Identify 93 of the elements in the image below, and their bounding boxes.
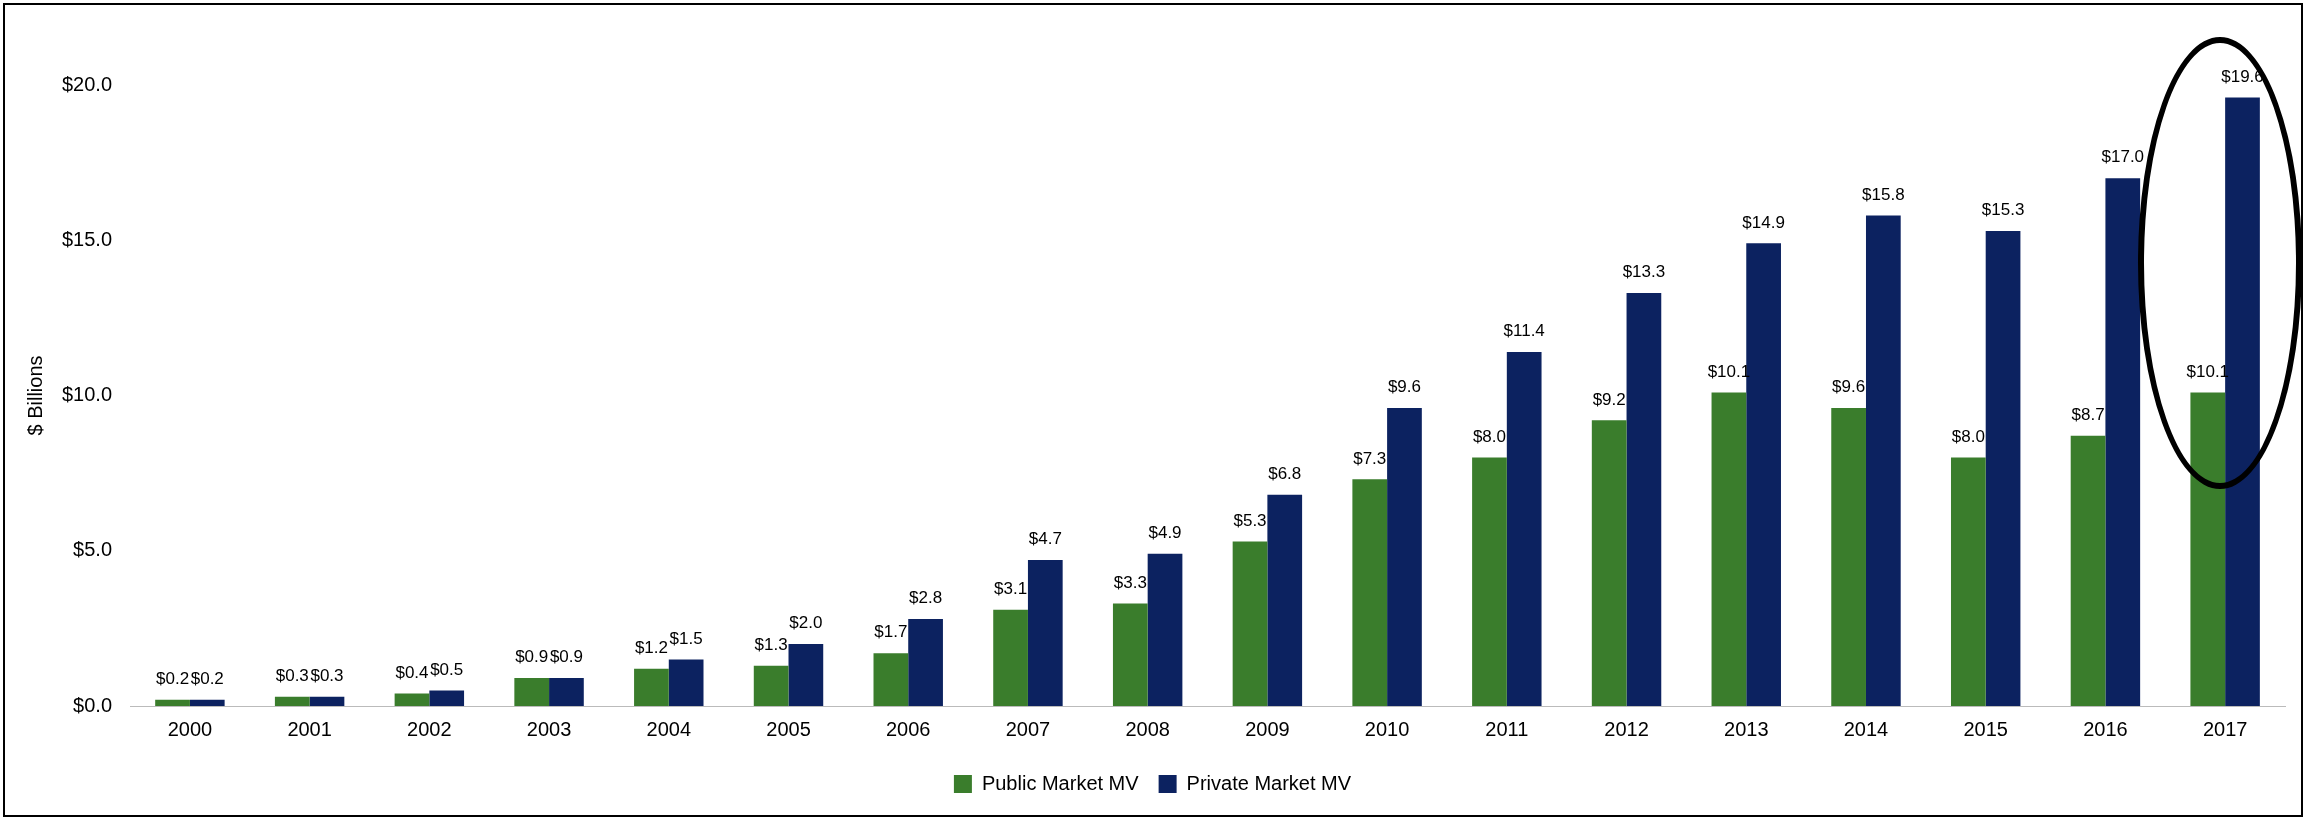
bar <box>549 678 584 706</box>
data-label: $15.8 <box>1862 184 1905 204</box>
data-label: $6.8 <box>1268 464 1302 484</box>
x-tick-label: 2002 <box>407 717 452 740</box>
x-tick-label: 2012 <box>1604 717 1649 740</box>
legend-label: Private Market MV <box>1186 771 1352 794</box>
x-tick-label: 2011 <box>1485 717 1529 740</box>
x-tick-label: 2016 <box>2083 717 2128 740</box>
bar <box>309 696 345 706</box>
bar <box>1506 352 1542 706</box>
x-tick-label: 2014 <box>1843 717 1889 740</box>
bar <box>1831 407 1866 706</box>
legend-label: Public Market MV <box>981 771 1140 794</box>
bar <box>993 609 1028 706</box>
data-label: $2.8 <box>909 588 943 608</box>
y-tick-label: $0.0 <box>73 693 113 716</box>
data-label: $3.1 <box>994 578 1028 598</box>
x-tick-label: 2015 <box>1963 717 2008 740</box>
data-label: $0.2 <box>190 668 224 688</box>
bar <box>2070 435 2106 706</box>
bar <box>908 619 943 706</box>
x-tick-label: 2010 <box>1364 717 1410 740</box>
data-label: $0.4 <box>395 662 429 682</box>
data-label: $8.0 <box>1951 426 1985 446</box>
bar <box>1267 494 1303 706</box>
bar <box>514 678 550 706</box>
bar <box>1865 215 1901 706</box>
x-tick-label: 2017 <box>2202 717 2248 740</box>
bar <box>1112 603 1148 706</box>
data-label: $11.4 <box>1503 321 1545 341</box>
y-tick-label: $10.0 <box>61 383 113 406</box>
bar <box>1147 553 1183 706</box>
x-tick-label: 2006 <box>885 717 931 740</box>
data-label: $1.3 <box>754 634 788 654</box>
x-tick-label: 2005 <box>766 717 811 740</box>
bar <box>394 693 430 706</box>
x-tick-label: 2004 <box>646 717 692 740</box>
data-label: $1.2 <box>634 637 668 657</box>
data-label: $8.0 <box>1472 426 1507 446</box>
data-label: $1.7 <box>874 622 908 642</box>
bar <box>1027 560 1063 706</box>
bar <box>1985 230 2021 706</box>
x-tick-label: 2008 <box>1125 717 1170 740</box>
x-tick-label: 2000 <box>167 717 213 740</box>
data-label: $0.2 <box>156 668 190 688</box>
bar <box>634 668 669 706</box>
bar <box>155 699 190 706</box>
data-label: $0.9 <box>515 647 549 667</box>
x-tick-label: 2001 <box>287 717 332 740</box>
bar <box>429 690 465 706</box>
data-label: $0.9 <box>549 647 583 667</box>
bar <box>189 699 225 706</box>
bar <box>753 665 789 706</box>
bar <box>1472 457 1507 706</box>
data-label: $0.3 <box>310 665 344 685</box>
data-label: $0.5 <box>430 659 464 679</box>
bar <box>1232 541 1268 706</box>
data-label: $7.3 <box>1353 448 1387 468</box>
bar <box>1352 479 1388 706</box>
data-label: $8.7 <box>2071 405 2105 425</box>
data-label: $9.6 <box>1387 377 1422 397</box>
x-tick-label: 2007 <box>1005 717 1051 740</box>
bar <box>2190 392 2226 706</box>
data-label: $14.9 <box>1742 212 1785 232</box>
x-tick-label: 2009 <box>1245 717 1290 740</box>
bar <box>668 659 704 706</box>
bar <box>2105 178 2141 706</box>
bar <box>873 653 909 706</box>
data-label: $5.3 <box>1233 510 1267 530</box>
data-label: $2.0 <box>789 613 823 633</box>
bar <box>1711 392 1747 706</box>
y-tick-label: $20.0 <box>61 72 113 95</box>
y-tick-label: $15.0 <box>61 227 113 250</box>
bar <box>1591 420 1627 706</box>
data-label: $1.5 <box>669 628 703 648</box>
data-label: $15.3 <box>1981 200 2025 220</box>
data-label: $17.0 <box>2101 147 2145 167</box>
data-label: $0.3 <box>275 665 309 685</box>
x-tick-label: 2003 <box>526 717 572 740</box>
bar <box>1387 407 1422 706</box>
bar <box>274 696 310 706</box>
data-label: $9.2 <box>1592 389 1626 409</box>
bar <box>1626 293 1662 706</box>
data-label: $4.7 <box>1028 529 1062 549</box>
data-label: $4.9 <box>1148 523 1182 543</box>
bar <box>1950 457 1986 706</box>
y-tick-label: $5.0 <box>73 538 113 561</box>
y-axis-title: $ Billions <box>23 355 46 436</box>
data-label: $9.6 <box>1832 377 1866 397</box>
data-label: $3.3 <box>1113 572 1147 592</box>
x-tick-label: 2013 <box>1724 717 1769 740</box>
bar <box>788 643 824 706</box>
data-label: $13.3 <box>1622 262 1666 282</box>
